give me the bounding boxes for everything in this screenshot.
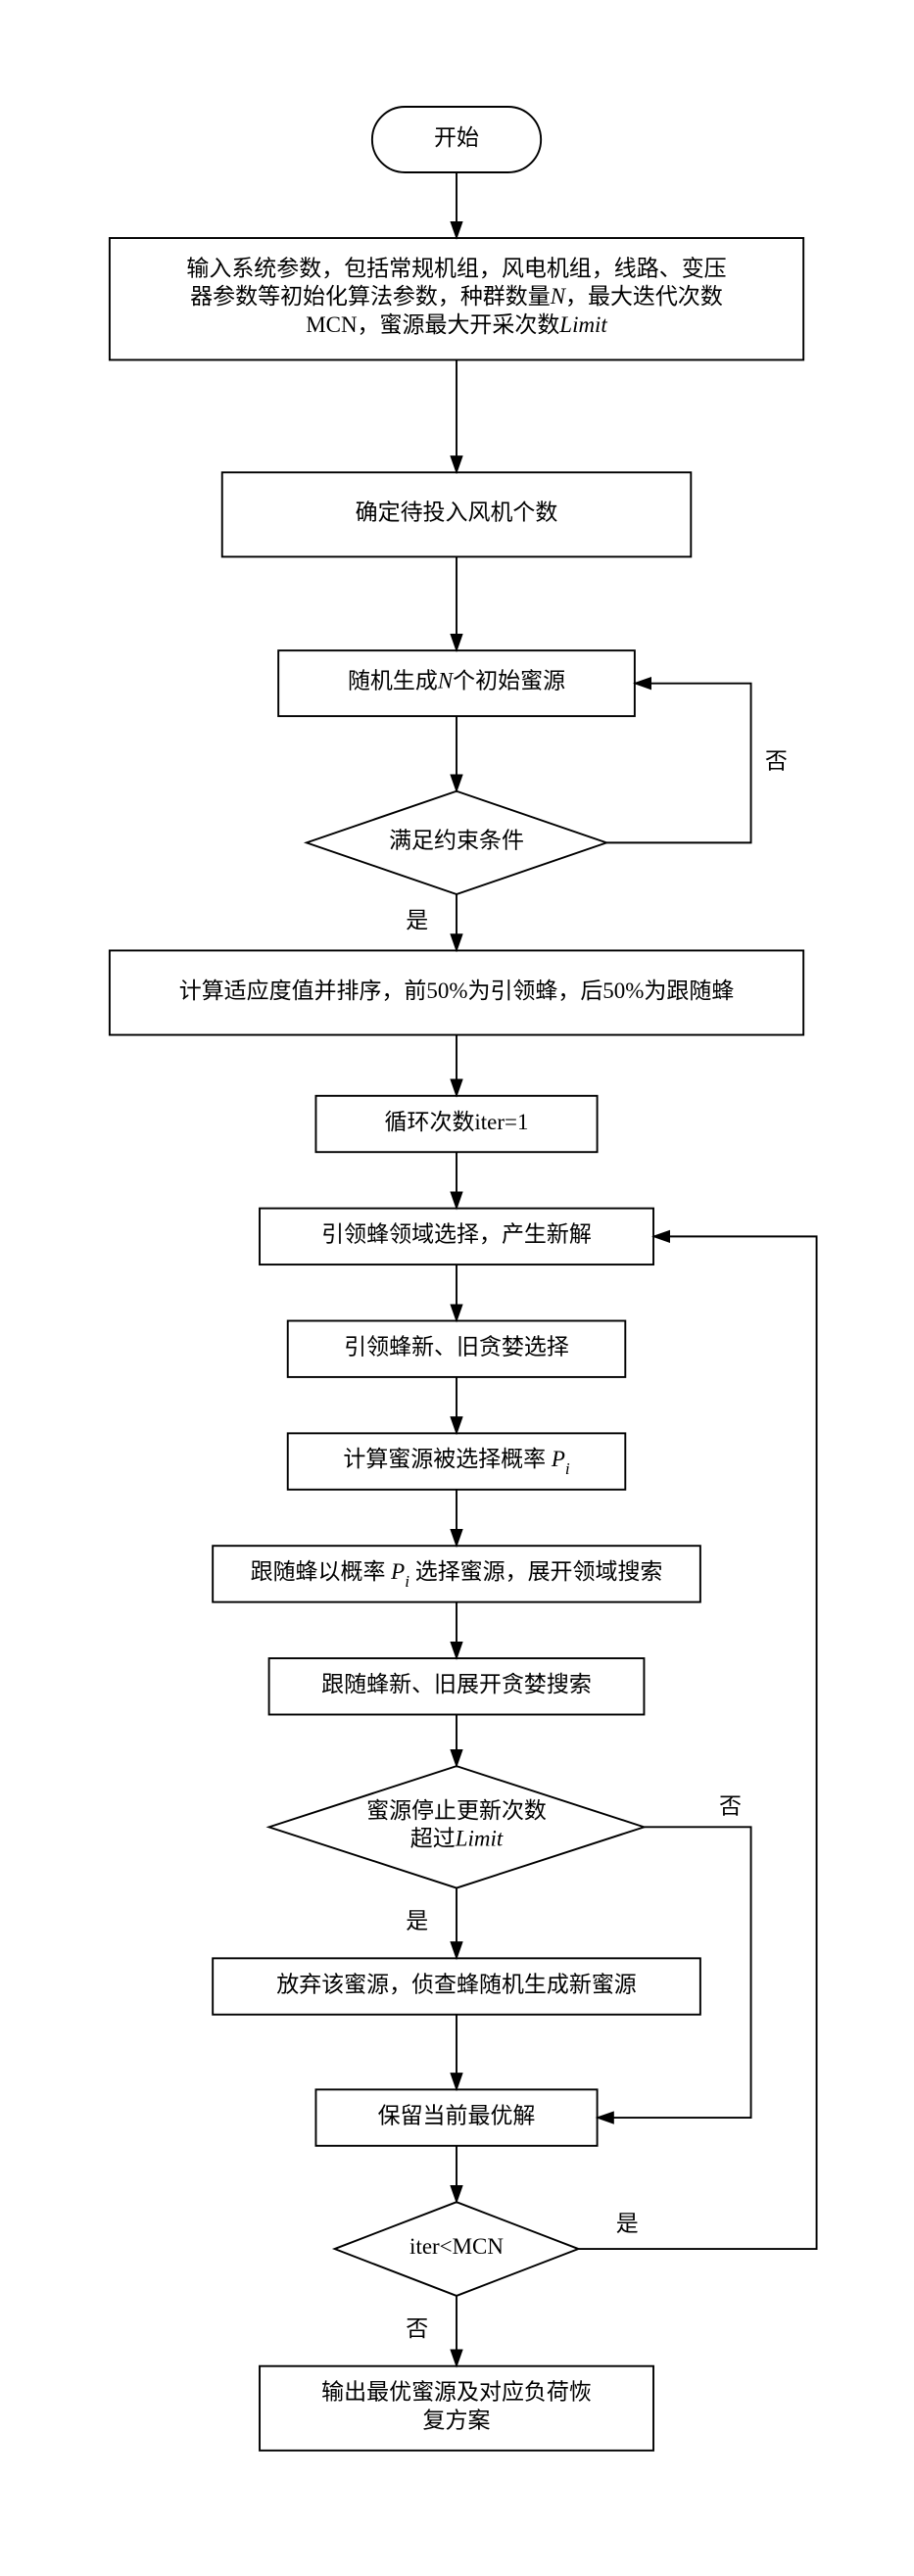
edge-label: 是 <box>406 1909 428 1933</box>
node-text: 确定待投入风机个数 <box>356 501 558 525</box>
edge-label: 否 <box>719 1793 742 1818</box>
edge-label: 否 <box>406 2316 428 2341</box>
node-iter-check: iter<MCN <box>335 2202 579 2296</box>
node-text: 满足约束条件 <box>389 829 524 853</box>
edge-label: 是 <box>616 2211 639 2235</box>
node-leader-greedy: 引领蜂新、旧贪婪选择 <box>288 1320 626 1376</box>
node-gen-initial: 随机生成N个初始蜜源 <box>278 650 635 716</box>
node-text: 蜜源停止更新次数 <box>366 1798 547 1823</box>
node-abandon: 放弃该蜜源，侦查蜂随机生成新蜜源 <box>213 1958 700 2014</box>
node-input: 输入系统参数，包括常规机组，风电机组，线路、变压器参数等初始化算法参数，种群数量… <box>110 238 803 359</box>
node-follower-select: 跟随蜂以概率 Pi 选择蜜源，展开领域搜索 <box>213 1546 700 1601</box>
node-limit-check: 蜜源停止更新次数超过Limit <box>269 1766 645 1887</box>
node-text: 保留当前最优解 <box>378 2103 536 2127</box>
node-text: 计算适应度值并排序，前50%为引领蜂，后50%为跟随蜂 <box>179 978 735 1003</box>
node-constraint: 满足约束条件 <box>307 791 606 894</box>
node-calc-prob: 计算蜜源被选择概率 Pi <box>288 1433 626 1489</box>
flowchart: 开始输入系统参数，包括常规机组，风电机组，线路、变压器参数等初始化算法参数，种群… <box>20 20 894 2556</box>
edge-label: 是 <box>406 908 428 932</box>
node-fan-count: 确定待投入风机个数 <box>222 472 692 556</box>
node-text: 超过Limit <box>410 1827 504 1851</box>
node-fitness: 计算适应度值并排序，前50%为引领蜂，后50%为跟随蜂 <box>110 950 803 1034</box>
node-text: 输入系统参数，包括常规机组，风电机组，线路、变压 <box>186 257 726 281</box>
node-text: 开始 <box>434 125 479 150</box>
node-text: MCN，蜜源最大开采次数Limit <box>306 312 607 337</box>
node-start: 开始 <box>372 107 541 172</box>
node-text: 放弃该蜜源，侦查蜂随机生成新蜜源 <box>276 1972 637 1996</box>
edge-label: 否 <box>765 748 788 773</box>
node-leader-select: 引领蜂领域选择，产生新解 <box>260 1209 653 1264</box>
node-keep-best: 保留当前最优解 <box>315 2089 597 2145</box>
edge <box>578 1236 816 2249</box>
node-text: 器参数等初始化算法参数，种群数量N，最大迭代次数 <box>190 284 723 309</box>
node-text: 输出最优蜜源及对应负荷恢 <box>321 2380 592 2405</box>
node-text: 循环次数iter=1 <box>385 1110 529 1134</box>
node-text: 引领蜂领域选择，产生新解 <box>321 1222 592 1247</box>
node-text: 引领蜂新、旧贪婪选择 <box>344 1334 569 1359</box>
node-text: 复方案 <box>423 2408 491 2432</box>
node-output: 输出最优蜜源及对应负荷恢复方案 <box>260 2366 653 2451</box>
node-text: 随机生成N个初始蜜源 <box>348 669 565 693</box>
node-iter-init: 循环次数iter=1 <box>315 1096 597 1152</box>
node-text: 跟随蜂新、旧展开贪婪搜索 <box>321 1672 592 1696</box>
node-follower-greedy: 跟随蜂新、旧展开贪婪搜索 <box>269 1658 645 1714</box>
node-text: iter<MCN <box>409 2234 504 2259</box>
